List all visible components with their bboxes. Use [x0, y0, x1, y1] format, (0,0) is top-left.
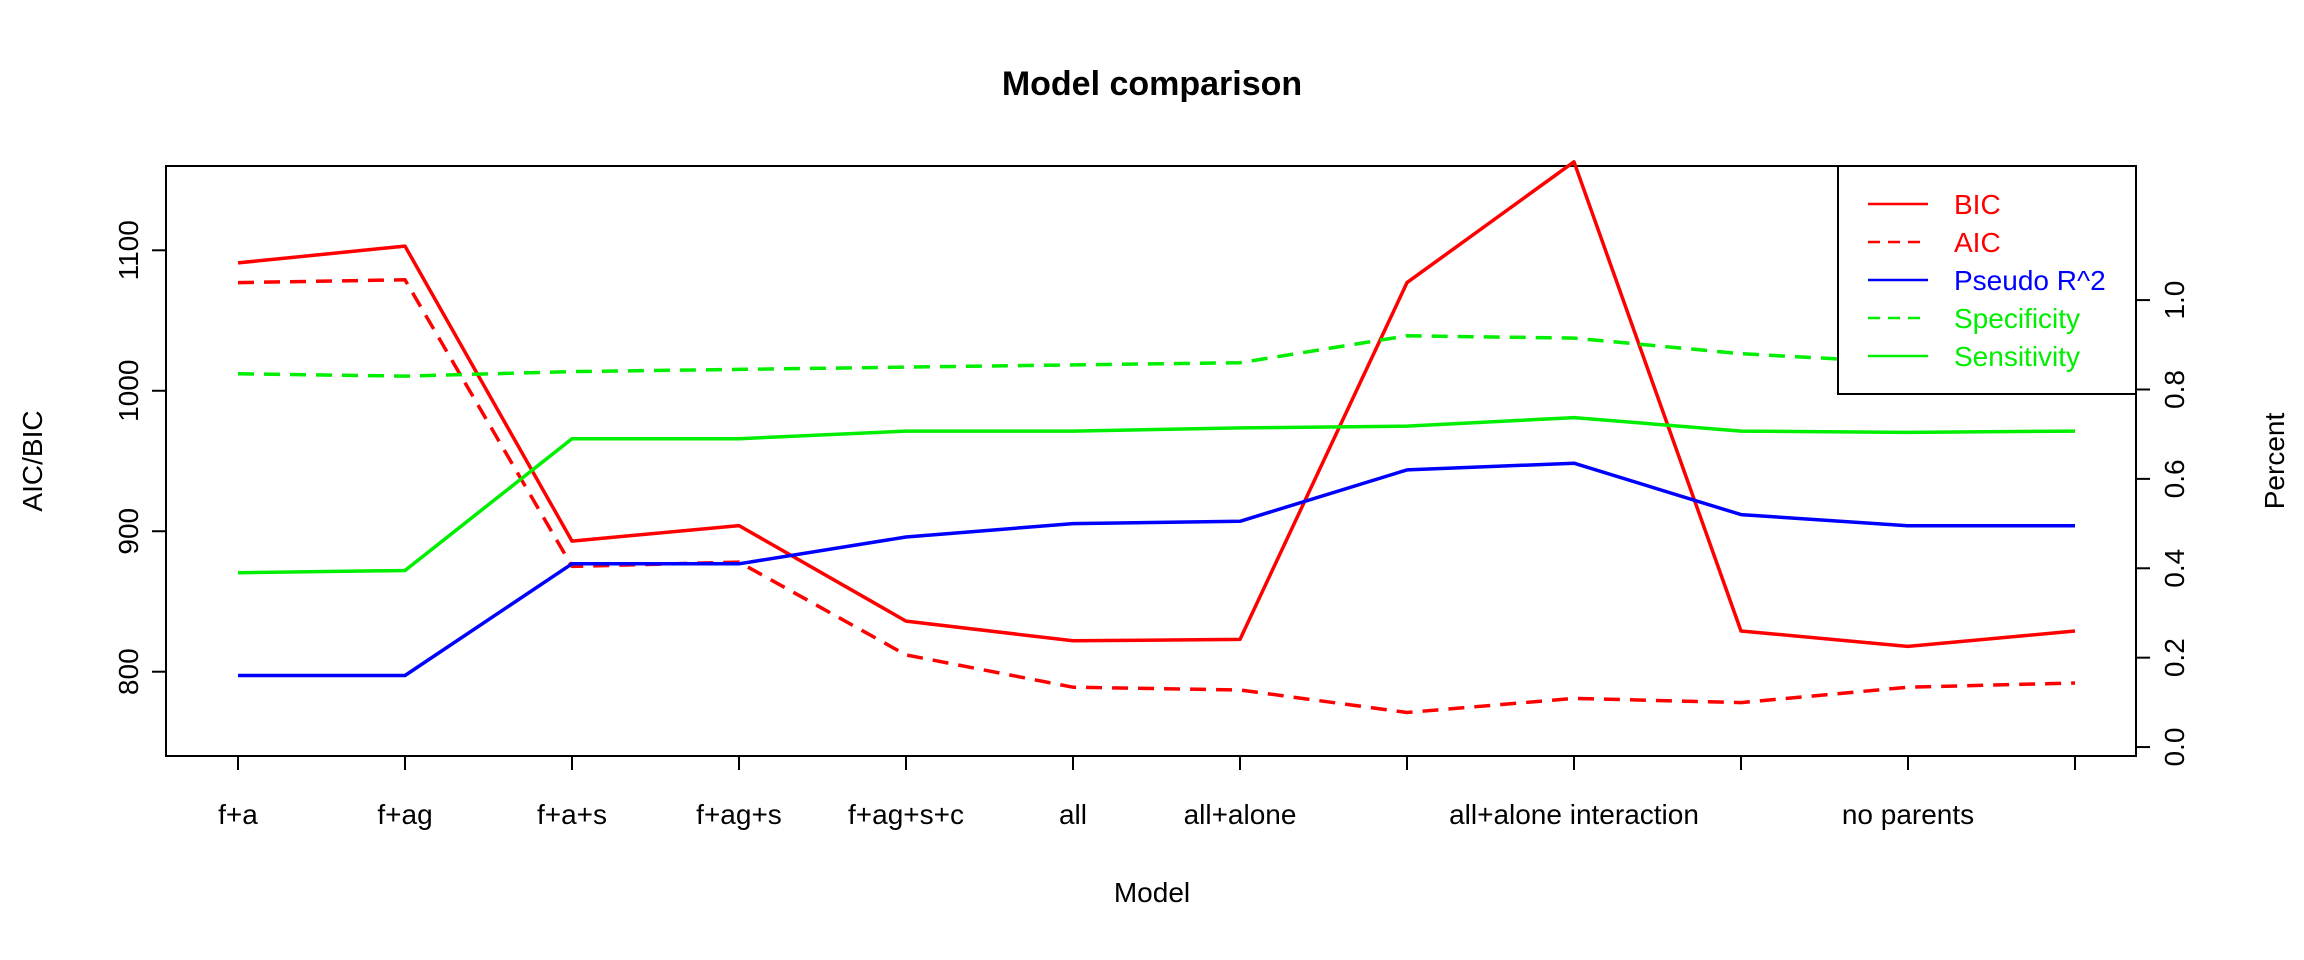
y-axis-left: 800 900 1000 1100	[113, 220, 167, 695]
chart-title: Model comparison	[1002, 65, 1302, 103]
legend-entry-label: Pseudo R^2	[1954, 265, 2106, 296]
x-axis: f+a f+ag f+a+s f+ag+s f+ag+s+c all all+alone al…	[218, 755, 2076, 830]
y-tick-label-right: 0.2	[2159, 638, 2190, 677]
series-line-sensitivity	[237, 415, 2076, 575]
series-layer	[237, 160, 2076, 715]
y-tick-label-left: 1000	[113, 360, 144, 422]
y-tick-label-right: 0.8	[2159, 370, 2190, 409]
x-tick-label: all	[1059, 799, 1087, 830]
x-tick-label: f+ag+s	[696, 799, 782, 830]
series-line-aic	[237, 278, 2076, 715]
x-tick-label: f+ag	[377, 799, 432, 830]
series-line-pseudo-r-2	[238, 461, 2075, 678]
y-tick-label-right: 0.6	[2159, 459, 2190, 498]
y-axis-label-right: Percent	[2259, 413, 2290, 510]
legend-entry-label: Specificity	[1954, 303, 2080, 334]
y-tick-label-left: 1100	[113, 220, 144, 280]
x-axis-label: Model	[1114, 877, 1190, 908]
x-tick-label: all+alone	[1184, 799, 1297, 830]
legend-entry-label: BIC	[1954, 189, 2001, 220]
y-axis-label-left: AIC/BIC	[17, 410, 48, 511]
x-tick-label: f+ag+s+c	[848, 799, 964, 830]
x-tick-label: all+alone interaction	[1449, 799, 1699, 830]
y-tick-label-right: 1.0	[2159, 281, 2190, 320]
legend-entry-label: AIC	[1954, 227, 2001, 258]
y-tick-label-right: 0.4	[2159, 549, 2190, 588]
legend-entry-label: Sensitivity	[1954, 341, 2080, 372]
legend: BIC AIC Pseudo R^2 Specificity Sensitivity	[1837, 165, 2137, 395]
y-tick-label-left: 900	[113, 508, 144, 555]
series-line-specificity	[237, 334, 2075, 378]
x-tick-label: no parents	[1842, 799, 1974, 830]
y-tick-label-right: 0.0	[2159, 728, 2190, 767]
x-tick-label: f+a+s	[537, 799, 607, 830]
x-tick-label: f+a	[218, 799, 258, 830]
series-line-bic	[237, 160, 2076, 649]
y-tick-label-left: 800	[113, 648, 144, 695]
y-axis-right: 0.0 0.2 0.4 0.6 0.8 1.0	[2135, 281, 2190, 767]
